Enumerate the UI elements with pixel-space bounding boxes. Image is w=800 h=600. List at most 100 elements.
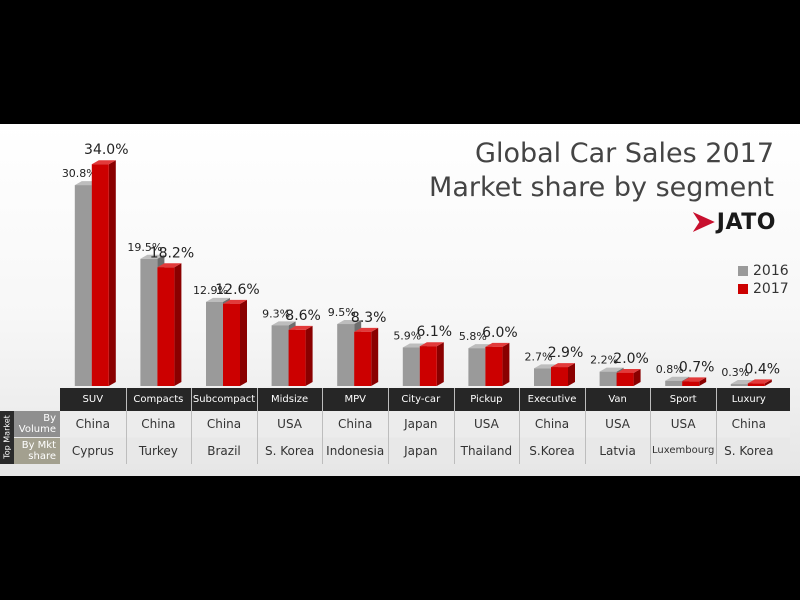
- bar-2016-pickup: [468, 348, 486, 386]
- bar-side-2017-city-car: [436, 342, 444, 386]
- bar-top-2017-midsize: [288, 325, 313, 330]
- column-divider: [322, 388, 324, 464]
- by-share-pickup: Thailand: [460, 444, 513, 458]
- by-share-executive: S.Korea: [529, 444, 575, 458]
- value-label-2016-luxury: 0.3%: [721, 366, 749, 379]
- bar-top-2016-mpv: [337, 320, 362, 325]
- bar-2017-subcompact: [223, 303, 240, 386]
- bar-2016-luxury: [730, 384, 748, 386]
- segment-header-pickup: Pickup: [470, 394, 503, 405]
- bar-2016-compacts: [140, 258, 158, 386]
- column-divider: [650, 388, 652, 464]
- segment-header-suv: SUV: [82, 394, 104, 405]
- value-label-2016-city-car: 5.9%: [393, 330, 421, 343]
- value-label-2016-subcompact: 12.9%: [193, 284, 228, 297]
- by-share-sport: Luxembourg: [652, 445, 715, 456]
- bar-side-2017-mpv: [371, 327, 379, 386]
- legend-label-2017: 2017: [753, 281, 789, 297]
- legend-swatch-2016: [738, 266, 748, 276]
- bar-2016-sport: [665, 380, 683, 386]
- column-divider: [519, 388, 521, 464]
- by-share-van: Latvia: [599, 444, 636, 458]
- by-share-midsize: S. Korea: [264, 444, 315, 458]
- bar-top-2016-subcompact: [206, 297, 230, 302]
- bar-2017-executive: [551, 367, 568, 386]
- bar-top-2017-compacts: [157, 263, 182, 268]
- legend-swatch-2017: [738, 284, 748, 294]
- segment-header-luxury: Luxury: [731, 394, 766, 405]
- bar-2016-midsize: [271, 325, 289, 386]
- value-label-2017-sport: 0.7%: [679, 359, 715, 375]
- by-volume-subcompact: China: [206, 417, 242, 431]
- by-volume-city-car: Japan: [404, 417, 438, 431]
- by-volume-luxury: China: [731, 417, 766, 431]
- legend-item-2017: 2017: [738, 280, 789, 298]
- bar-side-2017-van: [633, 368, 641, 386]
- by-volume-mpv: China: [338, 417, 373, 431]
- bar-side-2017-midsize: [305, 325, 313, 386]
- bar-2016-city-car: [402, 347, 420, 386]
- by-share-suv: Cyprus: [71, 444, 114, 458]
- legend: 2016 2017: [738, 262, 789, 298]
- segment-header-city-car: City-car: [401, 394, 441, 405]
- value-label-2016-sport: 0.8%: [656, 363, 684, 376]
- bar-top-2017-suv: [91, 160, 116, 165]
- segment-header-mpv: MPV: [344, 394, 366, 405]
- bar-side-2017-executive: [568, 363, 575, 386]
- by-share-row: [60, 438, 790, 464]
- column-divider: [453, 388, 455, 464]
- segment-header-sport: Sport: [669, 394, 697, 405]
- top-market-label-text: Top Market: [2, 415, 12, 459]
- column-divider: [716, 388, 717, 464]
- value-label-2016-van: 2.2%: [590, 354, 618, 367]
- bar-2017-luxury: [747, 383, 765, 386]
- bar-top-2017-executive: [551, 363, 575, 368]
- legend-item-2016: 2016: [738, 262, 789, 280]
- value-label-2017-executive: 2.9%: [548, 345, 584, 361]
- bar-2016-subcompact: [206, 301, 223, 386]
- row-label-by-mkt-share: By Mkt share: [14, 438, 60, 464]
- bar-top-2017-luxury: [747, 379, 772, 384]
- bar-side-2017-suv: [108, 160, 116, 386]
- bar-top-2017-pickup: [485, 342, 510, 347]
- value-label-2016-pickup: 5.8%: [459, 330, 487, 343]
- bar-2017-city-car: [419, 346, 437, 386]
- by-volume-pickup: USA: [473, 417, 499, 431]
- by-share-luxury: S. Korea: [724, 444, 774, 458]
- value-label-2017-midsize: 8.6%: [285, 308, 321, 324]
- top-market-side-label: Top Market: [0, 411, 14, 464]
- value-label-2017-luxury: 0.4%: [745, 361, 781, 377]
- bar-side-2017-compacts: [174, 263, 182, 386]
- bar-top-2017-subcompact: [223, 299, 247, 304]
- value-label-2016-executive: 2.7%: [525, 350, 553, 363]
- column-divider: [388, 388, 389, 464]
- jato-logo: JATO: [692, 209, 776, 235]
- by-volume-midsize: USA: [277, 417, 303, 431]
- row-label-by-volume: By Volume: [14, 411, 60, 437]
- bar-top-2017-mpv: [354, 327, 379, 332]
- bar-side-2017-subcompact: [240, 299, 247, 386]
- value-label-2017-suv: 34.0%: [84, 142, 128, 158]
- value-label-2016-mpv: 9.5%: [328, 306, 356, 319]
- column-divider: [125, 388, 127, 464]
- bar-2017-mpv: [354, 331, 372, 386]
- bar-top-2016-sport: [665, 376, 690, 381]
- value-label-2017-pickup: 6.0%: [482, 325, 518, 341]
- bar-2017-compacts: [157, 267, 175, 386]
- logo-arrow-icon: [692, 212, 715, 232]
- by-volume-suv: China: [75, 417, 110, 431]
- value-label-2017-mpv: 8.3%: [351, 310, 387, 326]
- bar-side-2017-luxury: [764, 379, 772, 386]
- bar-2016-executive: [534, 368, 551, 386]
- bar-2017-pickup: [485, 346, 503, 386]
- bar-top-2017-sport: [682, 377, 707, 382]
- by-volume-executive: China: [534, 417, 570, 431]
- bar-side-2017-pickup: [502, 342, 510, 386]
- bar-top-2017-city-car: [419, 342, 444, 347]
- bar-top-2016-compacts: [140, 254, 165, 259]
- by-volume-compacts: China: [141, 417, 176, 431]
- bar-2016-suv: [74, 185, 92, 386]
- logo-text: JATO: [716, 209, 776, 235]
- chart-subtitle: Market share by segment: [429, 172, 774, 203]
